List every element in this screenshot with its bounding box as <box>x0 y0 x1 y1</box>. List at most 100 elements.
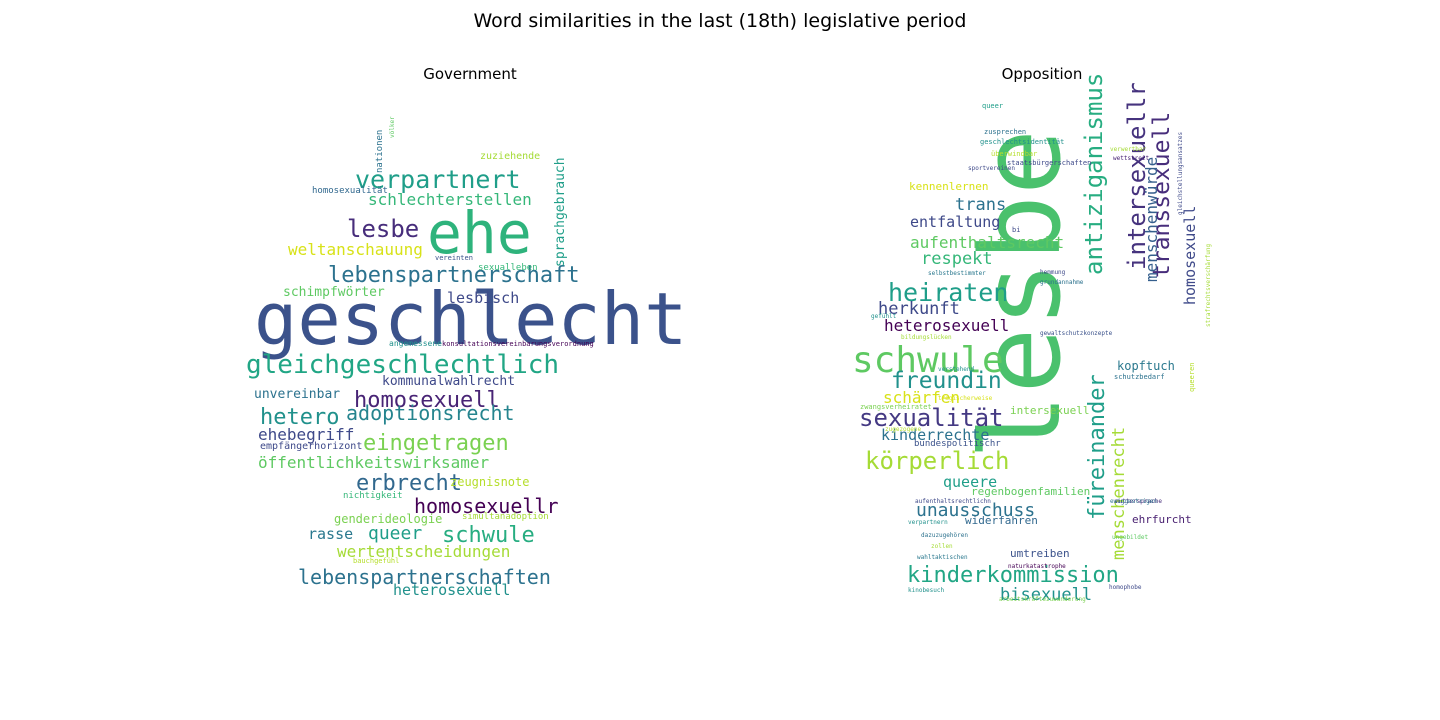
word-muttersprache: muttersprache <box>1115 498 1162 505</box>
word-angemessene: angemessene <box>389 339 442 348</box>
word-wettstreit: wettstreit <box>1113 155 1150 162</box>
word-kinderkommission: kinderkommission <box>907 563 1119 588</box>
word-freundin: freundin <box>891 368 1002 394</box>
word-völker: völker <box>389 116 396 138</box>
word-verstehend: verstehend <box>938 366 975 373</box>
word-kinobesuch: kinobesuch <box>908 587 945 594</box>
word-umtreiben: umtreiben <box>1010 547 1070 560</box>
word-herkunft: herkunft <box>878 299 960 319</box>
word-staatsbürgerschaften: staatsbürgerschaften <box>1007 159 1091 167</box>
word-trans: trans <box>955 195 1006 215</box>
word-verpartnern: verpartnern <box>908 519 948 526</box>
word-bauchgefühl: bauchgefühl <box>353 557 399 565</box>
word-zwangsverheiratet: zwangsverheiratet <box>860 403 932 411</box>
word-lebenspartnerschaft: lebenspartnerschaft <box>328 263 580 288</box>
word-vereinten: vereinten <box>435 254 473 262</box>
word-homosexualität: homosexualität <box>312 186 388 196</box>
government-panel: Government geschlecht ehe gleichgeschlecht… <box>180 60 760 660</box>
word-kommunalwahlrecht: kommunalwahlrecht <box>382 374 515 389</box>
word-entfaltung: entfaltung <box>910 213 1000 231</box>
word-geschlechtsidentität: geschlechtsidentität <box>980 138 1064 146</box>
word-schwule: schwule <box>442 523 535 548</box>
word-naturkatastrophe: naturkatastrophe <box>1008 563 1066 570</box>
word-geschlecht: geschlecht <box>254 277 687 361</box>
panel-title-government: Government <box>423 65 517 83</box>
word-körperlich: körperlich <box>865 447 1010 475</box>
word-verpartnert: verpartnert <box>355 165 521 194</box>
word-hetero: hetero <box>260 405 339 430</box>
word-adoptionsrecht: adoptionsrecht <box>346 401 515 425</box>
word-wahltaktischen: wahltaktischen <box>917 554 968 561</box>
word-homosexuell: homosexuell <box>354 388 500 413</box>
word-widerfahren: widerfahren <box>965 514 1038 527</box>
word-verwertbar: verwertbar <box>1110 146 1147 153</box>
word-kennenlernen: kennenlernen <box>909 180 988 193</box>
figure-title: Word similarities in the last (18th) leg… <box>473 10 967 32</box>
word-ehrfurcht: ehrfurcht <box>1132 513 1192 526</box>
opposition-panel: Opposition lesbe schwule antiziganismus int… <box>752 60 1332 660</box>
word-menschenwürde: menschenwürde <box>1142 157 1161 282</box>
word-zeugnisnote: zeugnisnote <box>450 475 529 489</box>
word-weltanschauung: weltanschauung <box>288 240 423 259</box>
word-gefühlt: gefühlt <box>871 313 897 320</box>
word-gleichgeschlechtlich: gleichgeschlechtlich <box>246 350 559 380</box>
word-unvereinbar: unvereinbar <box>254 387 340 402</box>
word-regenbogenfamilien: regenbogenfamilien <box>971 485 1090 498</box>
word-arbeitskräftezuwanderung: arbeitskräftezuwanderung <box>999 596 1086 603</box>
word-sexualität: sexualität <box>859 404 1004 432</box>
word-nichtigkeit: nichtigkeit <box>343 491 403 501</box>
word-respekt: respekt <box>921 249 993 269</box>
word-aufenthaltsrechtlichn: aufenthaltsrechtlichn <box>915 498 991 505</box>
word-schlechterstellen: schlechterstellen <box>368 190 532 209</box>
word-homosexuell: homosexuell <box>1181 206 1199 305</box>
word-homosexuellr: homosexuellr <box>414 494 559 518</box>
word-ungebildet: ungebildet <box>1112 534 1149 541</box>
word-gewaltschutzkonzepte: gewaltschutzkonzepte <box>1040 330 1113 337</box>
word-bisexuell: bisexuell <box>1000 585 1092 605</box>
word-überwindbar: überwindbar <box>991 150 1037 158</box>
word-schimpfwörter: schimpfwörter <box>283 285 385 300</box>
word-heiraten: heiraten <box>888 278 1008 307</box>
word-simultanadoption: simultanadoption <box>462 512 549 522</box>
word-schwule: schwule <box>852 340 1004 381</box>
word-sexualleben: sexualleben <box>478 263 538 273</box>
word-bi: bi <box>1012 226 1020 234</box>
word-zusprechen: zusprechen <box>984 128 1026 136</box>
word-lebenspartnerschaften: lebenspartnerschaften <box>298 565 551 589</box>
word-eingetragen: eingetragen <box>363 431 509 456</box>
word-menschenrecht: menschenrecht <box>1109 427 1129 560</box>
word-grundannahme: grundannahme <box>1040 279 1084 286</box>
word-intersexuell: intersexuell <box>1010 404 1089 417</box>
word-erbrecht: erbrecht <box>356 471 462 496</box>
word-queer: queer <box>368 523 422 544</box>
word-ehebegriff: ehebegriff <box>258 425 354 444</box>
word-gleichstellungsansatzes: gleichstellungsansatzes <box>1177 132 1184 215</box>
word-bildungslücken: bildungslücken <box>901 334 952 341</box>
word-heterosexuell: heterosexuell <box>393 581 510 599</box>
word-intersexuellr: intersexuellr <box>1123 82 1151 270</box>
word-heterosexuell: heterosexuell <box>884 316 1009 335</box>
word-schärfen: schärfen <box>883 388 960 407</box>
word-zollen: zollen <box>931 543 953 550</box>
panel-title-opposition: Opposition <box>1001 65 1083 83</box>
word-queere: queere <box>943 473 997 491</box>
word-empfängerhorizont: empfängerhorizont <box>260 441 362 452</box>
word-öffentlichkeitswirksamer: öffentlichkeitswirksamer <box>258 453 490 472</box>
word-dazuzugehören: dazuzugehören <box>921 532 968 539</box>
word-kopftuch: kopftuch <box>1117 359 1175 373</box>
word-strafrechtsverschärfung: strafrechtsverschärfung <box>1205 244 1212 327</box>
word-lesbe: lesbe <box>347 215 419 243</box>
word-hemmung: hemmung <box>1040 269 1066 276</box>
word-ewiggestrigen: ewiggestrigen <box>1110 498 1157 505</box>
word-wertentscheidungen: wertentscheidungen <box>337 542 510 561</box>
word-konsultationsvereinbarungsverordnung: konsultationsvereinbarungsverordnung <box>442 340 594 348</box>
word-queer: queer <box>982 102 1003 110</box>
word-homophobe: homophobe <box>1109 584 1142 591</box>
word-selbstbestimmter: selbstbestimmter <box>928 270 986 277</box>
word-ehe: ehe <box>427 199 532 267</box>
word-zuziehende: zuziehende <box>480 151 540 162</box>
word-schutzbedarf: schutzbedarf <box>1114 373 1165 381</box>
word-tragischerweise: tragischerweise <box>938 395 993 402</box>
word-transsexuell: transsexuell <box>1149 112 1175 278</box>
